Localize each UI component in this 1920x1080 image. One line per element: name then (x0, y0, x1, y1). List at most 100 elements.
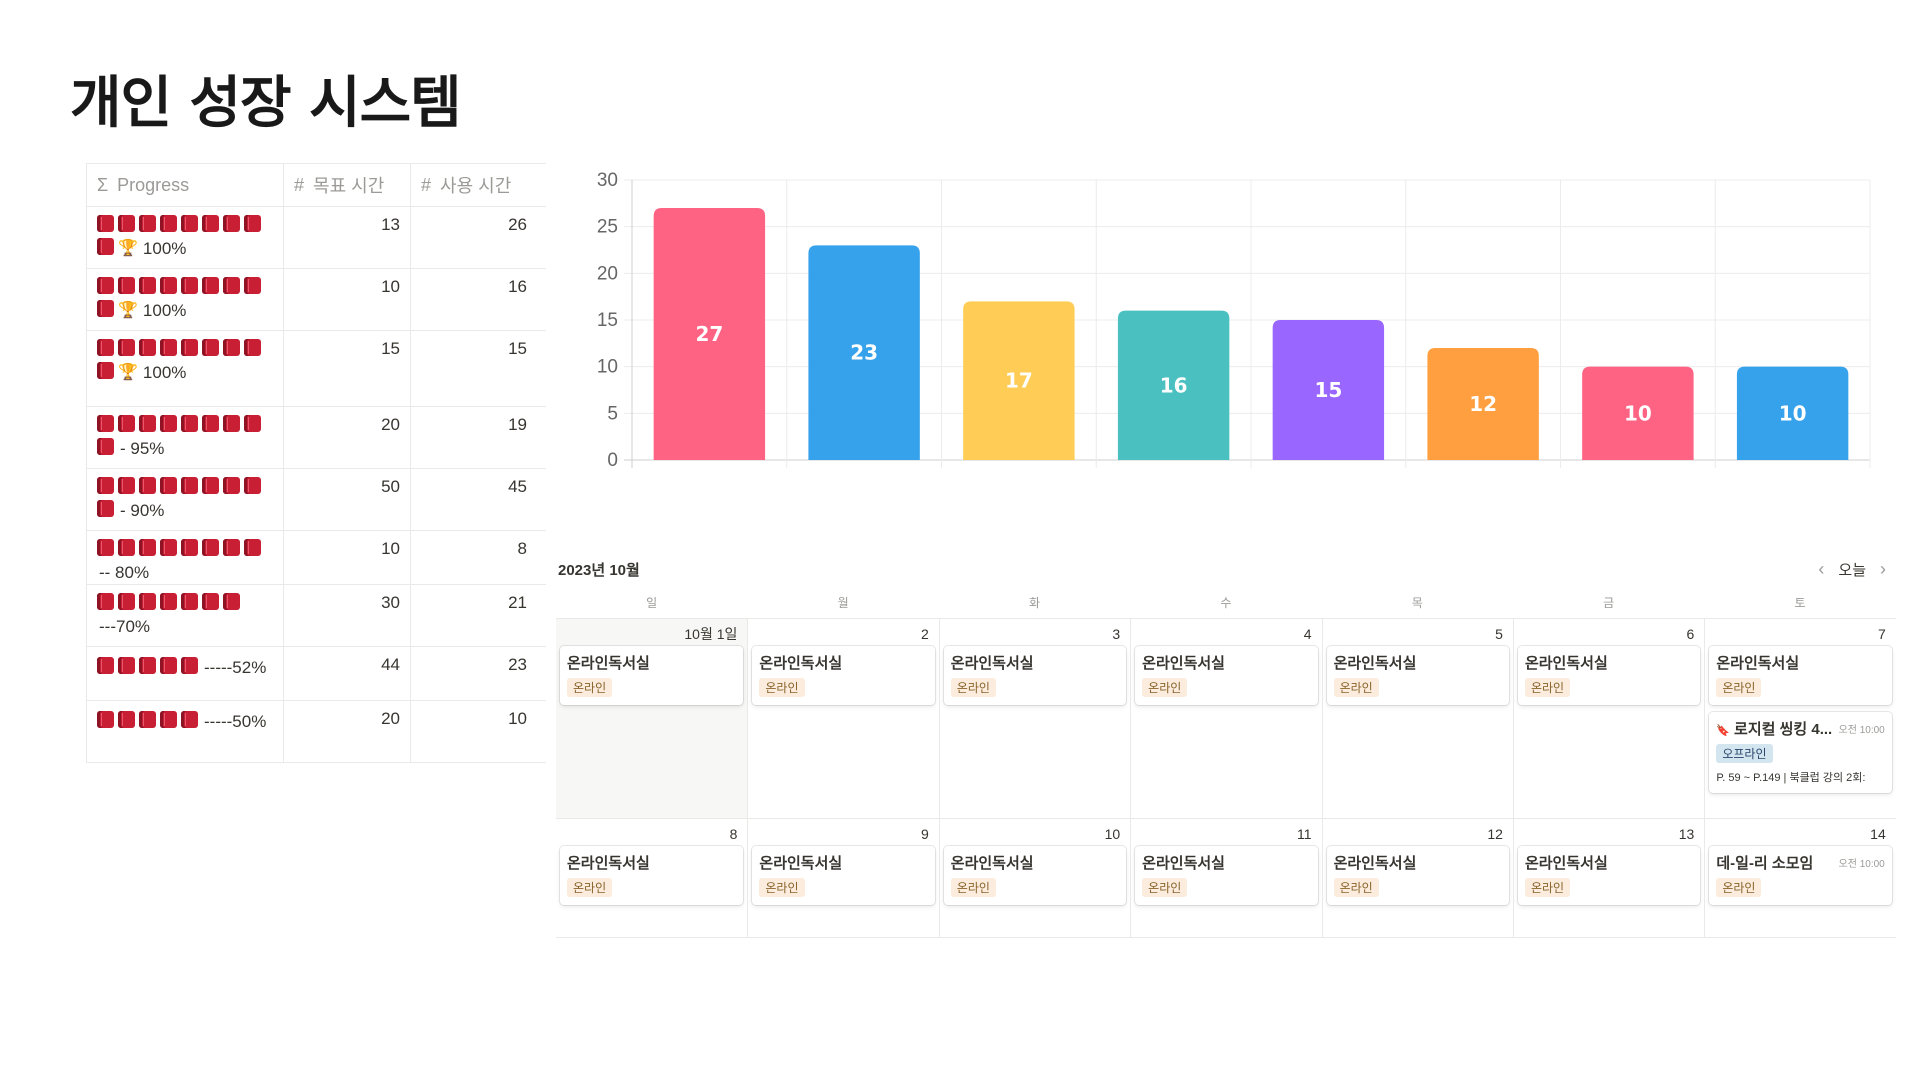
used-time-cell[interactable]: 26 (410, 207, 537, 268)
calendar-day[interactable]: 11 온라인독서실 온라인 (1130, 819, 1321, 937)
event-card[interactable]: 온라인독서실 온라인 (560, 846, 744, 905)
book-icon (118, 593, 135, 610)
calendar-day[interactable]: 10 온라인독서실 온라인 (938, 819, 1130, 937)
event-title: 온라인독서실 (1716, 655, 1800, 672)
goal-time-cell[interactable]: 20 (283, 407, 410, 468)
bar[interactable] (1427, 348, 1539, 460)
y-tick-label: 15 (597, 310, 618, 331)
book-icon (181, 711, 198, 728)
bar-chart: 0 5 10 15 20 25 30 27 23 17 16 15 12 10 10 (580, 168, 1890, 488)
goal-time-cell[interactable]: 15 (283, 331, 410, 406)
used-time-cell[interactable]: 10 (410, 701, 537, 762)
event-title-wrap: 데-일-리 소모임 (1716, 852, 1813, 873)
table-row[interactable]: - 95% 20 19 (86, 407, 546, 469)
column-header-label: Progress (117, 174, 190, 195)
progress-cell: -----52% (86, 647, 283, 700)
bar[interactable] (808, 245, 920, 460)
bar[interactable] (1582, 366, 1694, 460)
progress-percent: - 90% (120, 501, 165, 520)
table-row[interactable]: -- 80% 10 8 (86, 531, 546, 585)
used-time-cell[interactable]: 16 (410, 269, 537, 330)
goal-time-cell[interactable]: 30 (283, 585, 410, 646)
calendar-day[interactable]: 2 온라인독서실 온라인 (747, 619, 938, 818)
calendar-day[interactable]: 13 온라인독서실 온라인 (1512, 819, 1704, 937)
goal-time-cell[interactable]: 13 (283, 207, 410, 268)
column-header-progress[interactable]: Σ Progress (86, 164, 283, 206)
event-title: 온라인독서실 (1333, 655, 1417, 672)
book-icon (97, 593, 114, 610)
used-time-cell[interactable]: 15 (410, 331, 537, 406)
book-icon (97, 339, 114, 356)
calendar-day[interactable]: 3 온라인독서실 온라인 (938, 619, 1130, 818)
column-header-goal-time[interactable]: # 목표 시간 (283, 164, 410, 206)
weekday-label: 수 (1220, 596, 1232, 610)
event-time: 오전 10:00 (1838, 859, 1885, 870)
column-header-used-time[interactable]: # 사용 시간 (410, 164, 537, 206)
event-card[interactable]: 온라인독서실 온라인 (560, 646, 744, 705)
event-card[interactable]: 온라인독서실 온라인 (1517, 646, 1701, 705)
calendar-day[interactable]: 14 데-일-리 소모임 오전 10:00 온라인 (1704, 819, 1895, 937)
today-button[interactable]: 오늘 (1838, 561, 1866, 579)
event-title-row: 온라인독서실 (1716, 652, 1884, 673)
day-number: 11 (1297, 826, 1312, 842)
event-card[interactable]: 온라인독서실 온라인 (1135, 646, 1318, 705)
event-card[interactable]: 🔖 로지컬 씽킹 4... 오전 10:00 오프라인 P. 59 ~ P.149 | … (1709, 712, 1892, 793)
goal-time-cell[interactable]: 44 (283, 647, 410, 700)
table-row[interactable]: 🏆 100% 13 26 (86, 207, 546, 269)
event-title: 온라인독서실 (759, 855, 843, 872)
chevron-left-icon[interactable]: ‹ (1818, 558, 1825, 579)
calendar-day[interactable]: 9 온라인독서실 온라인 (747, 819, 938, 937)
event-card[interactable]: 온라인독서실 온라인 (1709, 646, 1892, 705)
goal-time-cell[interactable]: 10 (283, 269, 410, 330)
used-time-cell[interactable]: 45 (410, 469, 537, 530)
calendar-day[interactable]: 7 온라인독서실 온라인 🔖 로지컬 씽킹 4... 오전 10:00 오프라인 P. 59 … (1704, 619, 1895, 818)
bar[interactable] (653, 208, 766, 460)
progress-bar: -----50% (97, 709, 273, 734)
table-row[interactable]: - 90% 50 45 (86, 469, 546, 531)
used-time-cell[interactable]: 23 (410, 647, 537, 700)
calendar-day[interactable]: 4 온라인독서실 온라인 (1130, 619, 1321, 818)
calendar-day[interactable]: 12 온라인독서실 온라인 (1321, 819, 1513, 937)
used-time-cell[interactable]: 8 (410, 531, 537, 584)
event-tag: 온라인 (950, 878, 996, 897)
event-title: 온라인독서실 (950, 855, 1034, 872)
y-tick-label: 5 (607, 403, 618, 424)
book-icon (97, 657, 114, 674)
event-card[interactable]: 온라인독서실 온라인 (943, 646, 1127, 705)
bar[interactable] (1117, 310, 1230, 460)
used-time-cell[interactable]: 19 (410, 407, 537, 468)
event-title: 온라인독서실 (950, 655, 1034, 672)
trophy-icon: 🏆 (118, 364, 138, 381)
table-row[interactable]: -----52% 44 23 (86, 647, 546, 701)
event-card[interactable]: 온라인독서실 온라인 (1326, 846, 1509, 905)
goal-time-cell[interactable]: 50 (283, 469, 410, 530)
table-row[interactable]: 🏆 100% 10 16 (86, 269, 546, 331)
bar[interactable] (963, 301, 1075, 460)
bar[interactable] (1736, 366, 1849, 460)
calendar-day[interactable]: 8 온라인독서실 온라인 (556, 819, 747, 937)
trophy-icon: 🏆 (118, 302, 138, 319)
event-card[interactable]: 온라인독서실 온라인 (1326, 646, 1509, 705)
table-row[interactable]: -----50% 20 10 (86, 701, 546, 763)
chevron-right-icon[interactable]: › (1880, 558, 1886, 579)
calendar-day[interactable]: 5 온라인독서실 온라인 (1321, 619, 1513, 818)
event-card[interactable]: 온라인독서실 온라인 (752, 846, 935, 905)
event-card[interactable]: 온라인독서실 온라인 (1135, 846, 1318, 905)
event-card[interactable]: 데-일-리 소모임 오전 10:00 온라인 (1709, 846, 1892, 905)
table-row[interactable]: ---70% 30 21 (86, 585, 546, 647)
book-icon (139, 593, 156, 610)
table-row[interactable]: 🏆 100% 15 15 (86, 331, 546, 407)
goal-time-cell[interactable]: 10 (283, 531, 410, 584)
goal-time-cell[interactable]: 20 (283, 701, 410, 762)
event-card[interactable]: 온라인독서실 온라인 (1517, 846, 1701, 905)
calendar-day[interactable]: 6 온라인독서실 온라인 (1512, 619, 1704, 818)
progress-cell: 🏆 100% (86, 331, 283, 406)
event-card[interactable]: 온라인독서실 온라인 (752, 646, 935, 705)
bar[interactable] (1272, 320, 1385, 460)
progress-percent: -- 80% (99, 563, 150, 582)
calendar-day[interactable]: 10월 1일 온라인독서실 온라인 (556, 619, 748, 818)
used-time-cell[interactable]: 21 (410, 585, 537, 646)
book-icon (244, 215, 261, 232)
